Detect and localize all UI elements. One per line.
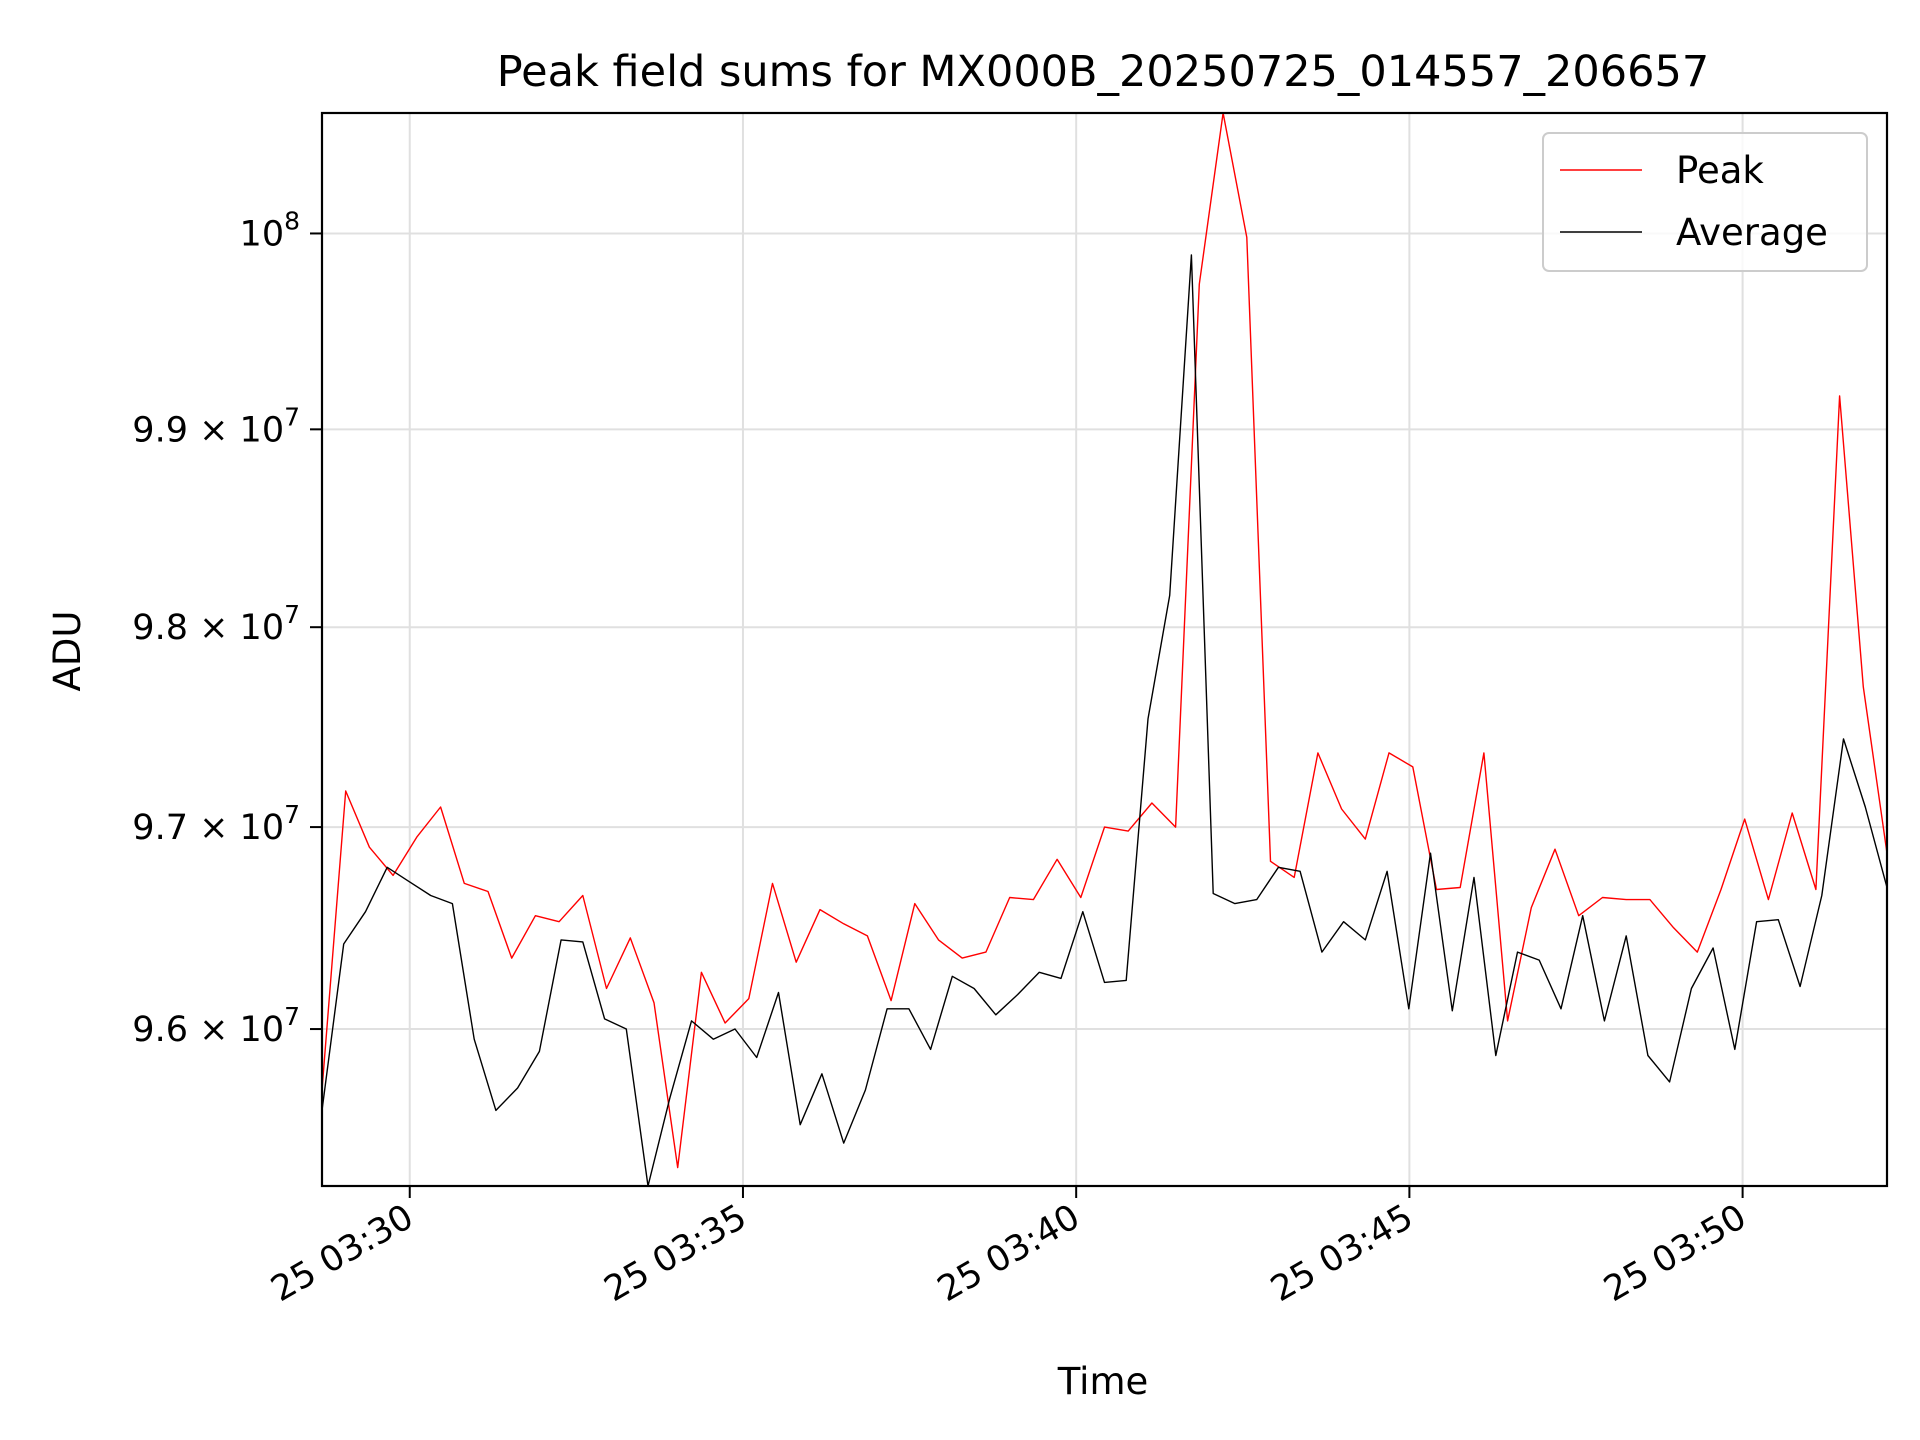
y-tick-exponent: 7 (284, 800, 300, 829)
legend-label-peak: Peak (1676, 149, 1764, 192)
chart-title: Peak field sums for MX000B_20250725_0145… (497, 47, 1709, 97)
y-tick-exponent: 8 (284, 206, 300, 235)
y-tick-exponent: 7 (284, 1002, 300, 1031)
series-line-peak (322, 113, 1887, 1169)
y-tick-mantissa: 9.7 (132, 808, 188, 848)
y-axis-label: ADU (46, 611, 89, 692)
y-tick-exponent: 7 (284, 402, 300, 431)
y-tick-exponent: 7 (284, 600, 300, 629)
x-axis-label: Time (1057, 1360, 1149, 1403)
y-tick-label: 9.9 × 107 (132, 402, 300, 450)
y-tick-label: 9.8 × 107 (132, 600, 300, 648)
series-layer (322, 113, 1887, 1186)
legend-box (1542, 132, 1868, 272)
legend-label-average: Average (1676, 211, 1828, 254)
y-tick-label: 9.7 × 107 (132, 800, 300, 848)
series-group (322, 113, 1887, 1186)
y-tick-mantissa: 9.9 (132, 410, 188, 450)
y-tick-mantissa: 9.8 (132, 608, 188, 648)
series-line-average (322, 254, 1887, 1186)
legend: Peak Average (1542, 132, 1868, 272)
y-tick-label: 9.6 × 107 (132, 1002, 300, 1050)
plot-frame (320, 111, 1889, 1188)
y-tick-mantissa: 9.6 (132, 1010, 188, 1050)
